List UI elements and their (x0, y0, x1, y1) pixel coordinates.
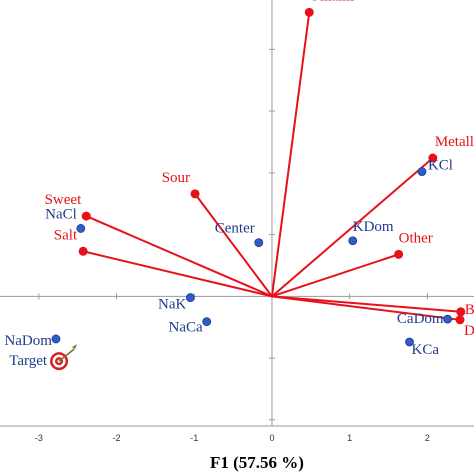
target-dart-shaft (58, 348, 75, 362)
point-label: CaDom (397, 311, 444, 327)
attribute-vector-tip (78, 246, 88, 256)
point-label: KCl (428, 158, 453, 174)
attribute-vector-line (271, 253, 399, 298)
attribute-vector-line (194, 193, 273, 297)
attribute-vector-tip (304, 7, 314, 17)
x-tick-label: -2 (113, 433, 121, 443)
target-marker (50, 344, 78, 371)
product-point (417, 167, 427, 177)
attribute-vectors (78, 7, 466, 325)
point-label: Metallic (435, 134, 474, 150)
x-axis-title: F1 (57.56 %) (210, 453, 304, 472)
attribute-vector-tip (455, 315, 465, 325)
x-tick-label: 0 (269, 433, 274, 443)
point-label: NaCa (169, 320, 203, 336)
product-point (405, 337, 414, 347)
attribute-vector-line (82, 250, 273, 298)
point-label: Drying (464, 323, 474, 339)
point-label: Center (215, 221, 255, 237)
attribute-vector-tip (428, 153, 438, 163)
point-label: Umami (309, 0, 354, 4)
product-point (254, 238, 264, 248)
attribute-vector-line (271, 157, 434, 298)
product-points (51, 167, 452, 347)
attribute-vector-line (85, 215, 273, 298)
x-tick-label: 1 (347, 433, 352, 443)
point-label: Salt (54, 227, 78, 243)
point-label: NaCl (45, 206, 77, 222)
point-label: Bitter (465, 302, 474, 318)
point-label: Sour (162, 170, 190, 186)
product-point (76, 224, 86, 233)
point-label: Target (9, 353, 48, 369)
product-point (443, 314, 452, 324)
attribute-vector-tip (190, 189, 200, 199)
point-label: Sweet (45, 192, 82, 208)
point-label: KCa (412, 342, 440, 358)
point-label: Other (399, 230, 433, 246)
point-label: KDom (353, 219, 394, 235)
product-point (202, 317, 212, 327)
attribute-vector-tip (456, 307, 466, 317)
x-tick-label: -3 (35, 433, 43, 443)
attribute-vector-tip (81, 211, 91, 221)
attribute-vector-line (270, 12, 311, 297)
product-point (348, 236, 358, 246)
point-labels: Umami Metallic Sour Sweet Salt Other Bitter Dry… (4, 0, 474, 369)
point-label: NaK (158, 297, 186, 313)
attribute-vector-tip (394, 249, 404, 259)
axes-layer: -3 -2 -1 0 1 2 (0, 0, 474, 443)
x-tick-label: 2 (425, 433, 430, 443)
attribute-vector-line (271, 295, 461, 321)
point-label: NaDom (4, 333, 52, 349)
target-dart-fletching (72, 344, 78, 350)
x-tick-label: -1 (190, 433, 198, 443)
product-point (51, 334, 61, 344)
attribute-vector-line (271, 295, 461, 313)
product-point (185, 293, 195, 302)
